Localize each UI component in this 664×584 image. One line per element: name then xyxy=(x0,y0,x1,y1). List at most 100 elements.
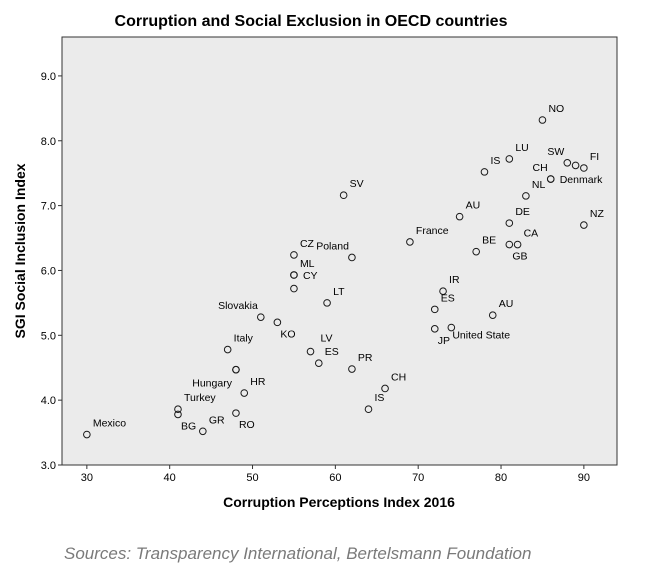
point-label: Poland xyxy=(316,240,349,252)
point-label: France xyxy=(416,225,449,237)
data-point xyxy=(546,175,555,183)
data-point xyxy=(290,271,298,279)
data-point xyxy=(199,427,207,436)
data-point xyxy=(290,251,298,259)
x-tick-label: 40 xyxy=(164,472,176,484)
point-label: AU xyxy=(466,200,481,212)
point-label: NL xyxy=(532,179,546,191)
data-point xyxy=(580,164,588,172)
data-point xyxy=(83,430,91,439)
data-point xyxy=(348,365,356,373)
x-tick-label: 60 xyxy=(329,472,341,484)
data-point xyxy=(505,240,514,249)
point-label: FI xyxy=(590,151,599,163)
point-label: CA xyxy=(524,228,539,240)
data-point xyxy=(174,410,182,419)
data-point xyxy=(314,359,323,367)
data-point xyxy=(580,221,588,229)
point-label: CZ xyxy=(300,238,315,250)
y-tick-label: 5.0 xyxy=(41,330,56,342)
point-label: Hungary xyxy=(192,378,232,390)
point-label: Slovakia xyxy=(218,300,258,312)
data-point xyxy=(273,318,282,327)
point-label: CH xyxy=(533,162,548,174)
data-point xyxy=(472,247,480,256)
data-point xyxy=(323,299,331,307)
point-label: PR xyxy=(358,352,373,364)
point-label: Denmark xyxy=(560,174,603,186)
y-tick-label: 9.0 xyxy=(41,71,56,83)
point-label: SV xyxy=(350,178,364,190)
data-point xyxy=(430,305,439,314)
data-point xyxy=(290,284,298,293)
x-axis-label: Corruption Perceptions Index 2016 xyxy=(223,494,455,510)
data-point xyxy=(174,405,182,414)
point-label: LT xyxy=(333,286,345,298)
point-label: HR xyxy=(250,376,266,388)
data-point xyxy=(447,323,456,332)
point-labels: NO LU SW FI IS CH Denmark NL SV AU DE NZ CA GB BE Franc… xyxy=(93,103,605,432)
point-label: BE xyxy=(482,235,496,247)
y-tick-label: 4.0 xyxy=(41,395,56,407)
data-point xyxy=(348,253,356,262)
plot-area xyxy=(61,36,618,466)
data-point xyxy=(257,313,265,321)
y-tick-label: 3.0 xyxy=(41,460,56,472)
point-label: AU xyxy=(499,298,514,310)
data-point xyxy=(364,405,373,414)
data-point xyxy=(406,238,414,246)
point-label: GR xyxy=(209,414,225,426)
data-point xyxy=(513,240,522,249)
data-point xyxy=(240,389,249,397)
point-label: IR xyxy=(449,274,460,286)
point-label: SW xyxy=(547,146,564,158)
data-point xyxy=(439,287,447,296)
source-caption: Sources: Transparency International, Ber… xyxy=(64,544,532,563)
point-label: IS xyxy=(490,155,500,167)
point-label: ES xyxy=(325,346,339,358)
point-label: NO xyxy=(548,103,564,115)
point-label: NZ xyxy=(590,208,605,220)
x-axis: 30 40 50 60 70 80 90 xyxy=(81,465,590,484)
data-point xyxy=(563,159,572,167)
point-label: BG xyxy=(181,420,196,432)
data-point xyxy=(306,347,315,356)
y-tick-label: 6.0 xyxy=(41,265,56,277)
point-label: DE xyxy=(515,206,530,218)
y-axis-label: SGI Social Inclusion Index xyxy=(12,163,28,338)
point-label: CH xyxy=(391,371,406,383)
point-label: Italy xyxy=(234,333,254,345)
y-tick-label: 8.0 xyxy=(41,136,56,148)
data-point xyxy=(505,219,514,227)
data-point xyxy=(430,325,439,333)
data-point xyxy=(223,345,232,354)
x-tick-label: 80 xyxy=(495,472,507,484)
data-point xyxy=(538,116,547,124)
point-label: JP xyxy=(438,335,450,347)
data-point xyxy=(381,384,389,393)
data-point xyxy=(232,409,240,417)
point-label: CY xyxy=(303,270,318,282)
x-tick-label: 90 xyxy=(578,472,590,484)
x-tick-label: 30 xyxy=(81,472,93,484)
data-point xyxy=(505,155,514,163)
x-tick-label: 50 xyxy=(246,472,258,484)
point-label: ES xyxy=(441,292,455,304)
point-label: Mexico xyxy=(93,418,126,430)
point-label: KO xyxy=(280,328,295,340)
point-label: Turkey xyxy=(184,392,216,404)
data-point xyxy=(339,191,348,200)
point-label: LV xyxy=(321,333,333,345)
x-tick-label: 70 xyxy=(412,472,424,484)
y-axis: 3.0 4.0 5.0 6.0 7.0 8.0 9.0 xyxy=(41,71,62,472)
data-points xyxy=(83,116,588,439)
point-label: RO xyxy=(239,419,255,431)
y-tick-label: 7.0 xyxy=(41,201,56,213)
data-point xyxy=(488,311,497,320)
data-point xyxy=(232,365,240,374)
data-point xyxy=(480,168,489,176)
point-label: GB xyxy=(512,251,527,263)
point-label: IS xyxy=(374,392,384,404)
point-label: ML xyxy=(300,258,315,270)
